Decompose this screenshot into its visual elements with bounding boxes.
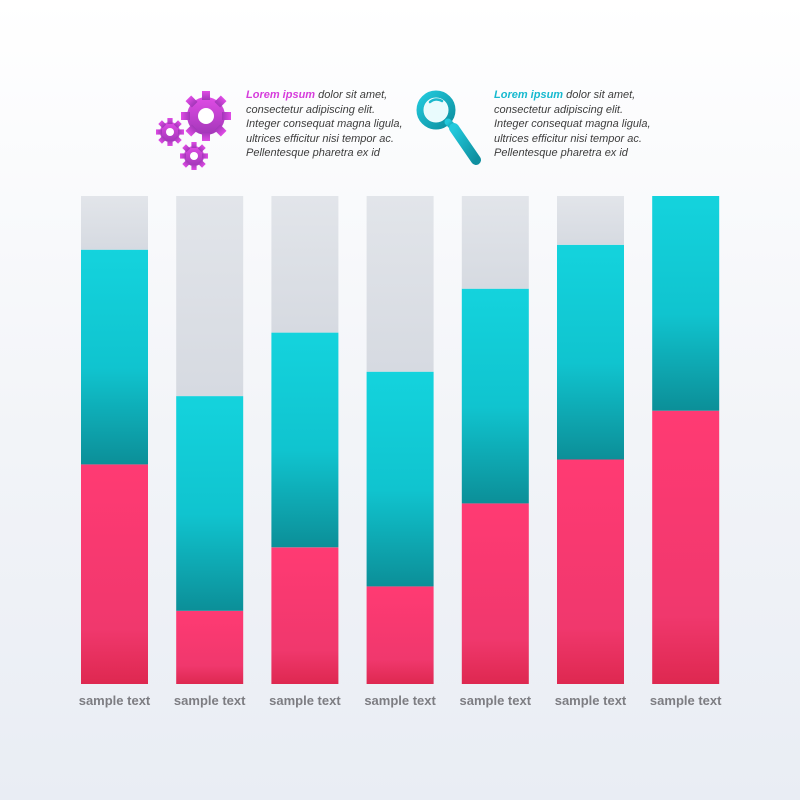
bar-segment-gray	[271, 196, 339, 333]
legend-highlight: Lorem ipsum	[494, 89, 564, 101]
category-label: sample text	[269, 693, 341, 708]
bars-layer	[81, 196, 720, 684]
bar-segment-gray	[461, 196, 529, 289]
bar-segment-teal	[652, 196, 720, 411]
legend-body: dolor sit amet, consectetur adipiscing e…	[494, 89, 651, 160]
bar-segment-teal	[176, 396, 244, 611]
bar-segment-teal	[81, 249, 148, 465]
category-label: sample text	[650, 693, 722, 708]
legend-body: dolor sit amet, consectetur adipiscing e…	[246, 89, 403, 160]
category-label: sample text	[555, 693, 627, 708]
bar-segment-pink	[652, 410, 720, 684]
category-label: sample text	[174, 693, 246, 708]
bar-segment-teal	[557, 244, 624, 460]
bar-segment-pink	[557, 459, 624, 684]
legend-highlight: Lorem ipsum	[246, 89, 316, 101]
bar-segment-pink	[461, 503, 529, 684]
bar-segment-pink	[366, 586, 434, 684]
bar-segment-gray	[366, 196, 434, 372]
gears-icon	[156, 91, 231, 170]
legend-text: Lorem ipsum dolor sit amet, consectetur …	[494, 88, 654, 161]
category-labels: sample text sample text sample text sample …	[79, 693, 722, 708]
category-label: sample text	[460, 693, 532, 708]
bar-segment-pink	[81, 464, 148, 684]
bar-segment-gray	[557, 196, 624, 245]
bar-segment-gray	[176, 196, 244, 397]
category-label: sample text	[364, 693, 436, 708]
magnifier-icon	[416, 90, 481, 165]
bar-segment-pink	[271, 547, 339, 684]
bar-segment-gray	[81, 196, 148, 250]
category-label: sample text	[79, 693, 151, 708]
bar-segment-teal	[461, 288, 529, 504]
bar-segment-pink	[176, 610, 244, 684]
bar-segment-teal	[366, 371, 434, 587]
legend-text: Lorem ipsum dolor sit amet, consectetur …	[246, 88, 406, 161]
bar-segment-teal	[271, 332, 339, 548]
